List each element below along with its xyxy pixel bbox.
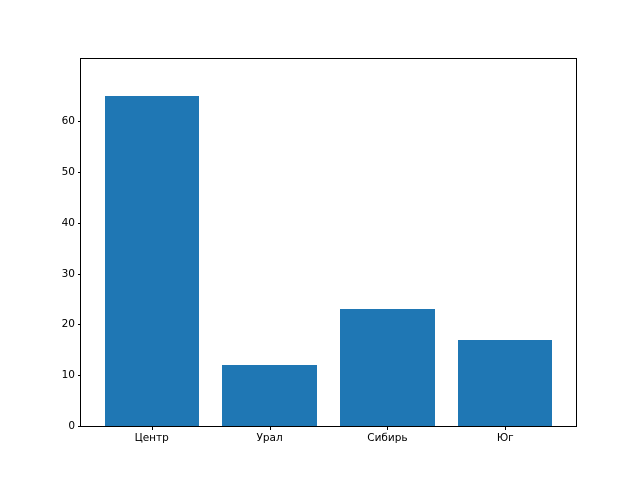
y-tick-mark [77,273,81,275]
y-tick-mark [77,426,81,427]
y-tick-mark [77,222,81,224]
x-tick-label: Сибирь [367,432,408,444]
y-tick-label: 20 [61,318,75,331]
y-tick-mark [77,171,81,173]
y-tick-label: 0 [68,419,75,432]
x-tick-mark [505,426,507,430]
y-tick-label: 60 [61,114,75,127]
y-tick-label: 10 [61,368,75,381]
bar-Урал [222,365,317,426]
bar-Центр [104,95,199,426]
x-tick-label: Центр [134,432,169,444]
plot-area [81,59,576,426]
plot-axes: 0 10 20 30 40 50 60 Центр Урал Сибирь Юг [62,58,577,443]
x-tick-label: Урал [256,432,283,444]
y-tick-mark [77,375,81,377]
x-tick-label: Юг [496,432,514,444]
bar-Юг [458,339,553,426]
x-tick-mark [387,426,389,430]
y-tick-label: 40 [61,216,75,229]
y-tick-mark [77,324,81,326]
x-tick-mark [151,426,153,430]
y-tick-label: 50 [61,165,75,178]
y-tick-label: 30 [61,267,75,280]
bar-Сибирь [340,309,435,426]
x-tick-mark [269,426,271,430]
y-tick-mark [77,121,81,122]
